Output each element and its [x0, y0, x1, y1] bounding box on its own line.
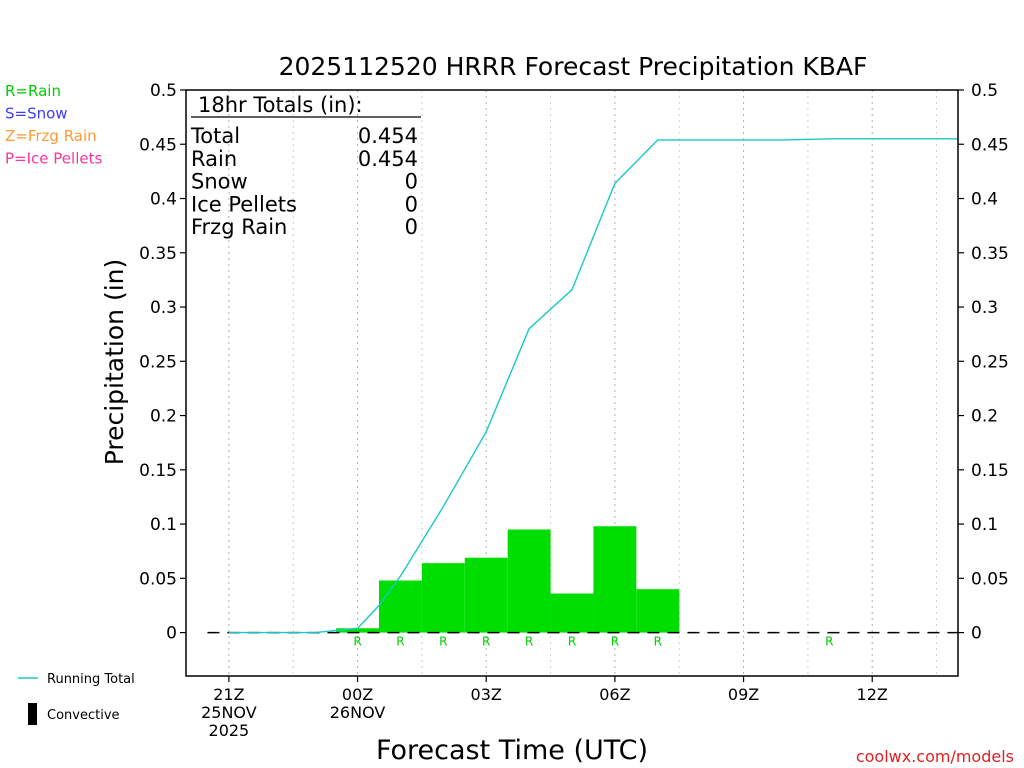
totals-row-label: Ice Pellets [191, 192, 297, 216]
y-tick-label-right: 0 [971, 624, 982, 644]
x-tick-label: 06Z [599, 685, 630, 704]
precip-type-marker: R [568, 635, 576, 649]
precip-type-marker: R [439, 635, 447, 649]
bottom-legend: Running Total Convective [18, 672, 135, 725]
precip-type-legend-item: R=Rain [5, 82, 61, 100]
totals-row-value: 0.454 [358, 124, 418, 148]
plot-frame-layer [185, 89, 959, 677]
y-tick-label-right: 0.2 [971, 407, 998, 427]
chart-title: 2025112520 HRRR Forecast Precipitation K… [279, 52, 868, 81]
precip-type-marker: R [825, 635, 833, 649]
totals-row-value: 0 [405, 215, 418, 239]
y-tick-label-left: 0.35 [139, 244, 177, 264]
precip-bar [507, 529, 551, 633]
plot-frame [185, 89, 959, 677]
x-tick-label: 12Z [857, 685, 888, 704]
totals-row-label: Frzg Rain [191, 215, 287, 239]
totals-row-label: Snow [191, 170, 248, 194]
bars-layer [336, 526, 680, 633]
y-tick-label-right: 0.3 [971, 298, 998, 318]
totals-row-label: Total [190, 124, 240, 148]
legend-bar-swatch [28, 703, 37, 725]
y-tick-label-left: 0 [166, 624, 177, 644]
precip-type-marker: R [654, 635, 662, 649]
y-tick-label-left: 0.5 [150, 81, 177, 101]
running-total-line [228, 138, 958, 634]
legend-label: Convective [47, 708, 120, 723]
totals-row-label: Rain [191, 147, 237, 171]
precip-type-legend-item: S=Snow [5, 105, 68, 123]
totals-box: 18hr Totals (in): Total 0.454 Rain 0.454 Snow… [190, 93, 421, 239]
totals-header: 18hr Totals (in): [198, 93, 363, 117]
y-tick-label-right: 0.35 [971, 244, 1009, 264]
y-tick-label-left: 0.2 [150, 407, 177, 427]
precip-type-marker: R [353, 635, 361, 649]
x-tick-label: 2025 [209, 721, 250, 740]
precip-type-legend-item: Z=Frzg Rain [5, 127, 97, 145]
x-tick-label: 00Z [342, 685, 373, 704]
y-tick-label-right: 0.45 [971, 135, 1009, 155]
x-tick-label: 26NOV [330, 703, 386, 722]
precip-bar [593, 526, 637, 633]
y-tick-label-right: 0.4 [971, 190, 998, 210]
precip-bar [379, 580, 422, 633]
x-tick-label: 03Z [471, 685, 502, 704]
x-tick-label: 21Z [213, 685, 244, 704]
totals-row-value: 0 [405, 170, 418, 194]
precip-bar [636, 589, 680, 633]
y-tick-label-right: 0.1 [971, 515, 998, 535]
y-tick-label-left: 0.15 [139, 461, 177, 481]
totals-row-value: 0 [405, 192, 418, 216]
y-tick-label-left: 0.25 [139, 352, 177, 372]
y-tick-label-left: 0.3 [150, 298, 177, 318]
y-axis-label: Precipitation (in) [100, 259, 129, 466]
x-tick-label: 09Z [728, 685, 759, 704]
y-tick-label-left: 0.4 [150, 190, 177, 210]
y-tick-label-left: 0.1 [150, 515, 177, 535]
precip-bar [336, 628, 379, 633]
y-tick-label-left: 0.45 [139, 135, 177, 155]
x-axis-label: Forecast Time (UTC) [376, 735, 648, 766]
precip-type-legend-item: P=Ice Pellets [5, 150, 102, 168]
precip-bar [550, 593, 594, 633]
precip-type-marker: R [611, 635, 619, 649]
y-tick-label-right: 0.25 [971, 352, 1009, 372]
precip-bar [464, 557, 508, 633]
precip-bar [421, 563, 465, 633]
y-tick-label-right: 0.5 [971, 81, 998, 101]
y-tick-label-left: 0.05 [139, 569, 177, 589]
precip-type-marker: R [396, 635, 404, 649]
precip-type-marker: R [525, 635, 533, 649]
precip-type-marker: R [482, 635, 490, 649]
precip-type-legend: R=Rain S=Snow Z=Frzg Rain P=Ice Pellets [5, 82, 102, 168]
x-tick-label: 25NOV [201, 703, 257, 722]
grid-layer [228, 90, 938, 676]
totals-row-value: 0.454 [358, 147, 418, 171]
y-tick-label-right: 0.05 [971, 569, 1009, 589]
y-ticks-layer: 0.5 0.5 0.45 0.45 0.4 0.4 0.35 0.35 0.3 0.3 0.25 0.… [139, 81, 1009, 644]
credit-text: coolwx.com/models [856, 747, 1014, 766]
legend-label: Running Total [47, 672, 135, 687]
y-tick-label-right: 0.15 [971, 461, 1009, 481]
running-total-layer [228, 138, 958, 634]
